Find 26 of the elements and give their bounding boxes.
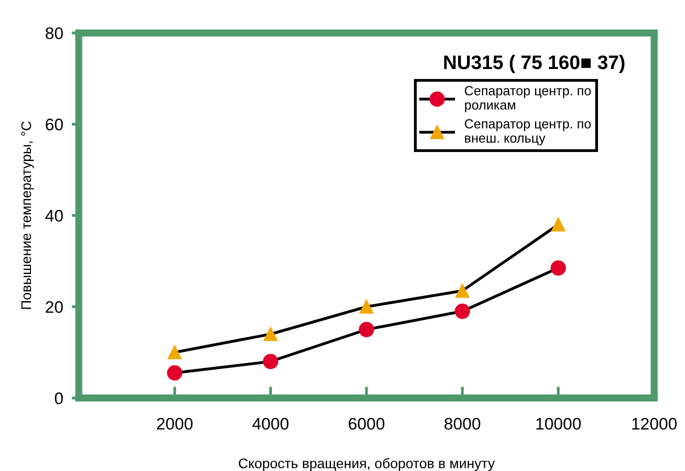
x-tick-label: 10000 [536,418,581,430]
y-axis-title: Повышение температуры, °C [21,121,34,309]
x-tick-label: 6000 [348,418,384,430]
point [167,365,182,381]
point [551,218,566,232]
x-tick-label: 4000 [252,418,288,430]
point [455,284,470,298]
text: NU315 ( 75 160■ 37) [444,54,624,74]
y-tick-label: 20 [46,301,63,313]
point [360,300,374,314]
x-axis-title: Скорость вращения, оборотов в минуту [238,458,495,471]
point [550,260,566,276]
legend-label: Сепаратор центр. по роликам [464,86,591,112]
x-tick-label: 8000 [444,418,480,430]
y-tick-label: 80 [46,27,63,40]
x-tick-label: 12000 [632,418,677,430]
point [454,304,470,319]
y-tick-label: 40 [45,210,63,222]
y-tick-label: 0 [54,392,63,404]
point [262,354,278,370]
point [168,345,182,360]
legend-label: Сепаратор центр. по внеш. кольцу [464,119,591,146]
point [264,327,278,342]
x-tick-label: 2000 [156,418,193,430]
point [358,322,374,338]
y-tick-label: 60 [46,118,63,130]
